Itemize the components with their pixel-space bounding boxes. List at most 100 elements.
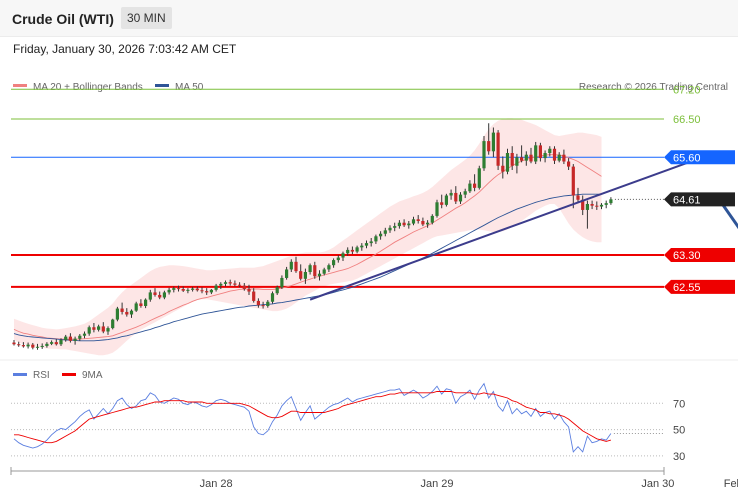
rsi-9ma-line — [14, 391, 612, 444]
candle — [303, 268, 307, 284]
level-label-66-50: 66.50 — [673, 114, 701, 126]
copyright-text: Research © 2026 Trading Central — [579, 82, 728, 93]
level-tag-65-60 — [664, 150, 735, 165]
candle — [454, 186, 458, 204]
candle — [78, 334, 82, 341]
timeframe-badge[interactable]: 30 MIN — [121, 7, 172, 29]
annotations — [309, 155, 738, 301]
candle — [477, 165, 481, 190]
candle — [581, 195, 585, 216]
candle — [317, 270, 322, 281]
candle — [557, 152, 561, 163]
candle — [228, 279, 232, 286]
candle — [322, 267, 326, 276]
candle — [205, 288, 209, 295]
candle — [289, 259, 293, 272]
candle — [21, 342, 25, 348]
candle — [285, 266, 289, 280]
candle — [360, 243, 364, 251]
projection-arrow — [717, 198, 738, 230]
candle — [242, 283, 246, 291]
rsi-line — [13, 382, 612, 453]
candle — [40, 343, 44, 349]
candle — [501, 156, 505, 179]
candlesticks — [12, 123, 613, 350]
candle — [543, 150, 547, 163]
level-tag-62-55 — [664, 279, 735, 294]
candle — [275, 285, 279, 295]
candle — [209, 289, 213, 295]
legend-label-9ma: 9MA — [82, 370, 103, 381]
level-label-67-20: 67.20 — [673, 84, 701, 96]
candle — [148, 289, 152, 302]
candle — [59, 338, 63, 346]
candle — [82, 331, 87, 339]
candle — [350, 246, 354, 255]
rsi-pane: 70 50 30 — [11, 382, 685, 463]
candle — [604, 200, 608, 209]
candle — [294, 256, 298, 273]
candle — [562, 149, 566, 165]
level-label-64-61: 64.61 — [673, 194, 701, 206]
candle — [233, 280, 237, 287]
candle — [17, 341, 21, 347]
x-tick-label: Feb 3 — [724, 478, 738, 490]
candle — [129, 309, 134, 318]
candle — [430, 214, 434, 225]
header-bar: Crude Oil (WTI) 30 MIN — [0, 0, 738, 37]
candle — [402, 219, 406, 227]
candle — [111, 318, 115, 330]
candle — [416, 215, 420, 224]
candle — [595, 201, 599, 210]
candle — [341, 251, 345, 261]
candle — [609, 197, 613, 205]
candle — [191, 286, 195, 292]
x-tick-label: Jan 30 — [641, 478, 674, 490]
legend-swatch-rsi — [13, 373, 27, 376]
candle — [374, 234, 378, 244]
level-labels: 67.20 66.50 65.60 64.61 63.30 62.55 — [664, 84, 735, 294]
candle — [567, 158, 571, 170]
candle — [388, 225, 392, 233]
level-tag-63-30 — [664, 248, 735, 262]
candle — [12, 340, 16, 346]
candle — [346, 247, 350, 256]
candle — [548, 146, 552, 157]
candle — [186, 288, 190, 294]
candle — [92, 323, 96, 333]
candle — [421, 217, 425, 227]
candle — [97, 324, 101, 332]
candle — [393, 222, 397, 232]
candle — [31, 342, 35, 350]
candle — [247, 284, 251, 295]
candle — [576, 187, 580, 202]
x-tick-label: Jan 29 — [420, 478, 453, 490]
candle — [181, 286, 185, 292]
candle — [261, 301, 265, 309]
candle — [280, 275, 284, 289]
legend-label-ma50: MA 50 — [175, 82, 204, 93]
candle — [585, 200, 589, 229]
candle — [520, 145, 524, 163]
candle — [120, 302, 124, 315]
candle — [134, 301, 138, 312]
candle — [364, 240, 369, 249]
level-label-62-55: 62.55 — [673, 282, 701, 294]
timestamp: Friday, January 30, 2026 7:03:42 AM CET — [13, 42, 237, 56]
candle — [397, 220, 401, 229]
candle — [223, 280, 228, 287]
legend-label-ma20: MA 20 + Bollinger Bands — [33, 82, 143, 93]
candle — [125, 308, 129, 317]
candle — [590, 200, 594, 210]
candle — [458, 192, 463, 204]
candle — [407, 221, 411, 229]
legend-label-rsi: RSI — [33, 370, 50, 381]
candle — [379, 231, 383, 240]
candle — [68, 333, 72, 343]
legend-swatch-ma50 — [155, 84, 169, 87]
rsi-tick-30: 30 — [673, 451, 685, 463]
trendline — [309, 155, 706, 301]
candle — [336, 255, 340, 263]
candle — [167, 287, 171, 295]
